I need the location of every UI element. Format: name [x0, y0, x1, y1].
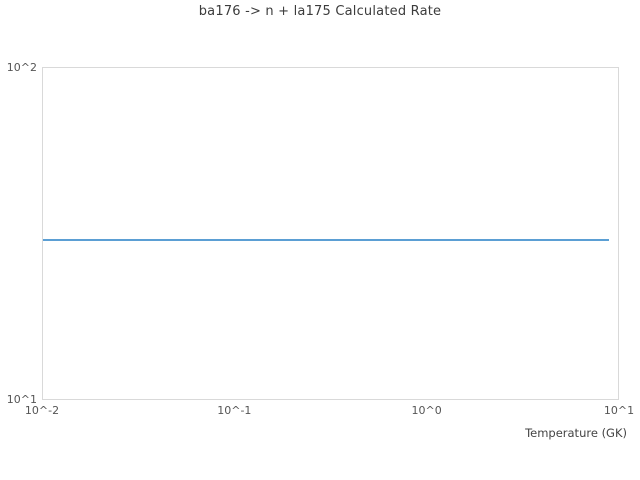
- x-axis-ticks: 10^-2 10^-1 10^0 10^1: [25, 404, 634, 418]
- rate-line: [43, 239, 610, 242]
- x-tick-label: 10^-2: [24, 404, 60, 417]
- x-tick-label: 10^0: [411, 404, 442, 417]
- x-tick-label: 10^-1: [217, 404, 252, 417]
- chart-title: ba176 -> n + la175 Calculated Rate: [198, 4, 442, 19]
- plot-area: [42, 67, 619, 400]
- x-axis-label: Temperature (GK): [525, 426, 627, 440]
- y-tick-label: 10^2: [6, 61, 37, 74]
- x-tick-label: 10^1: [603, 404, 635, 417]
- y-tick-label: 10^1: [6, 393, 37, 406]
